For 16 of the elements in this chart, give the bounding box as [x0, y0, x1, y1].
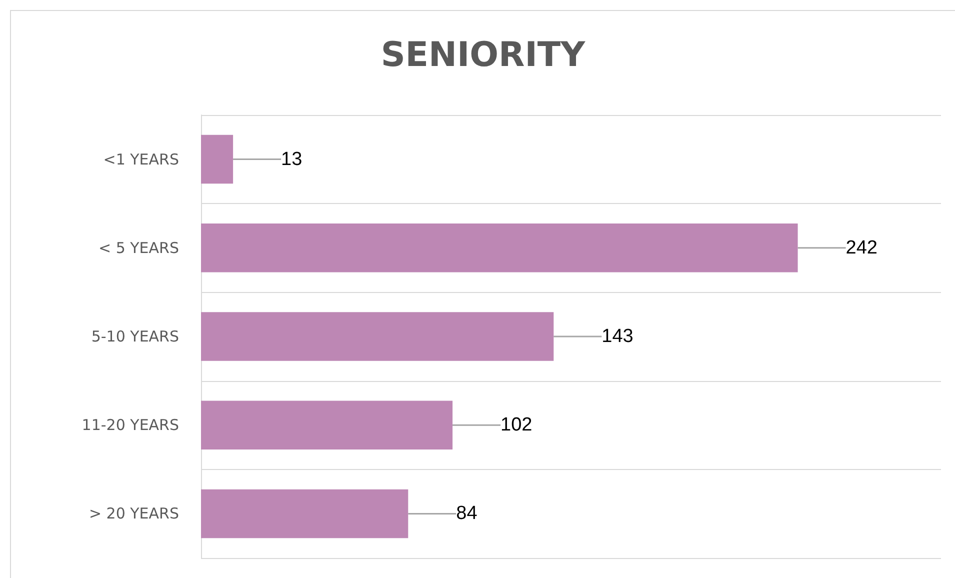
data-label: 84 — [456, 503, 478, 524]
data-label: 102 — [500, 414, 532, 436]
bar — [201, 134, 234, 184]
y-tick-label: 5-10 YEARS — [91, 328, 179, 346]
bar — [201, 312, 554, 361]
y-tick-label: < 5 YEARS — [98, 238, 179, 257]
data-label: 13 — [281, 148, 302, 170]
y-tick-label: 11-20 YEARS — [82, 416, 179, 434]
chart-title: SENIORITY — [380, 35, 586, 75]
bar — [201, 489, 408, 538]
data-label: 143 — [602, 326, 634, 347]
data-label: 242 — [846, 237, 878, 258]
bar — [201, 224, 798, 272]
y-tick-label: > 20 YEARS — [88, 504, 179, 523]
bar — [201, 400, 453, 450]
y-tick-label: <1 YEARS — [103, 150, 179, 168]
